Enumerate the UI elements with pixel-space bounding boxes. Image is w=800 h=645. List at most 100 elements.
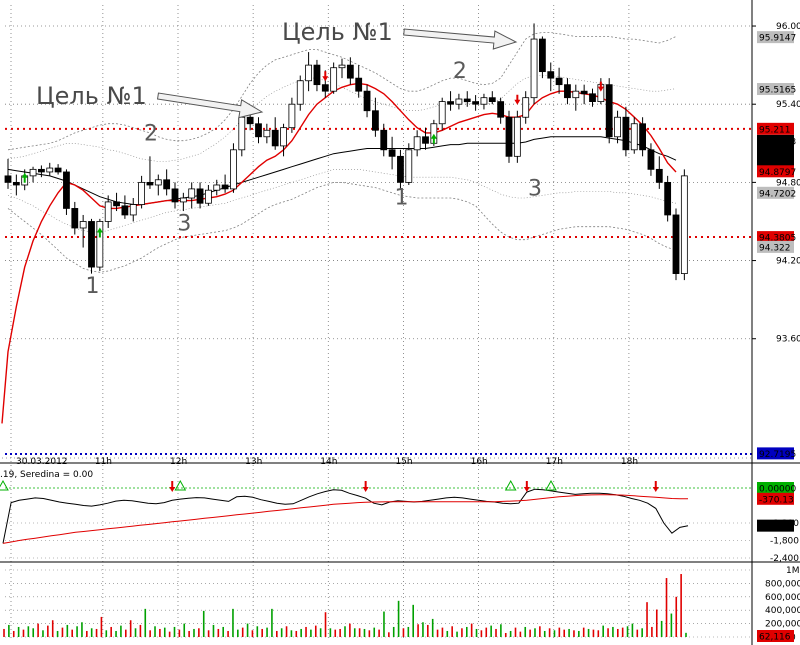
y-tick-label: 93.60: [776, 335, 800, 345]
price-badge: 94.7202: [759, 189, 796, 199]
candle: [46, 162, 54, 176]
candle-body: [255, 123, 262, 138]
price-badge-box: [757, 144, 794, 157]
candle: [522, 91, 530, 124]
candle-body: [422, 136, 429, 144]
candle-body: [79, 221, 87, 229]
candle-body: [154, 179, 162, 186]
candle: [29, 166, 37, 183]
inner-lower-band-line: [7, 169, 677, 233]
candle: [163, 169, 171, 196]
candle: [614, 110, 621, 144]
volume-tick-label: 800,000: [765, 579, 800, 589]
price-badge: 94.8797: [759, 168, 796, 178]
candle: [221, 174, 229, 193]
oscillator-black-line: [2, 488, 689, 544]
candle-body: [113, 201, 120, 207]
candle: [539, 36, 546, 79]
candle-body: [238, 116, 246, 151]
candle: [146, 156, 154, 189]
candle: [196, 182, 204, 209]
buy-signal-arrow: [96, 227, 103, 238]
wave-count-label: 3: [177, 212, 191, 237]
candle-body: [104, 201, 112, 222]
price-badge: 94.3805: [759, 234, 796, 244]
candle-body: [564, 84, 571, 99]
candle: [547, 62, 555, 92]
candle-body: [63, 171, 70, 209]
price-badge: 95.211: [759, 125, 791, 135]
candle: [271, 117, 279, 150]
candle-body: [672, 214, 680, 274]
candle: [664, 175, 672, 222]
y-tick-label: 94.80: [776, 178, 800, 188]
volume-tick-label: 600,000: [765, 593, 800, 603]
candle: [380, 123, 388, 157]
candle-body: [655, 168, 663, 183]
candle-body: [138, 181, 146, 205]
sell-signal-arrow: [322, 71, 329, 82]
candle: [455, 93, 463, 110]
price-badge: 94.322: [759, 243, 791, 253]
fast-moving-average-line: [1, 82, 677, 424]
candle-body: [12, 181, 20, 186]
candle-body: [121, 205, 129, 216]
target-annotation: Цель №1: [282, 18, 393, 46]
candle-body: [539, 38, 546, 73]
candle-body: [522, 97, 530, 118]
candle: [397, 149, 404, 189]
candle-body: [71, 208, 79, 229]
wave-count-label: 3: [528, 176, 542, 201]
candle-body: [580, 90, 588, 95]
x-tick-label: 11h: [95, 457, 112, 467]
candle: [129, 198, 137, 222]
candle-body: [363, 90, 371, 112]
candle-body: [346, 64, 354, 79]
candle-body: [355, 77, 363, 92]
candle-body: [630, 123, 638, 151]
x-tick-label: 15h: [395, 457, 412, 467]
candle-body: [455, 98, 463, 105]
candle-body: [288, 103, 296, 129]
candle: [589, 88, 596, 107]
candle: [71, 201, 79, 235]
x-tick-label: 13h: [245, 457, 262, 467]
x-tick-label: 18h: [621, 457, 638, 467]
wave-count-label: 2: [453, 59, 467, 84]
annotations: Цель №1 Цель №1 1 2 3 1 2 3: [36, 18, 542, 299]
candle-body: [204, 189, 212, 204]
candle-body: [46, 167, 54, 173]
price-badges: 95.914795.516595.21195.118394.9794.9794.…: [757, 31, 796, 643]
target-annotation: Цель №1: [36, 82, 147, 110]
candle-body: [605, 84, 613, 138]
candle-body: [463, 98, 471, 103]
candle: [630, 117, 638, 154]
price-badge-box: [757, 231, 794, 244]
candle: [104, 195, 112, 228]
candle-body: [397, 155, 404, 183]
candle-body: [171, 188, 179, 203]
candle: [79, 214, 87, 248]
candle: [513, 110, 521, 163]
price-badge: 94.97: [759, 157, 785, 167]
candle: [422, 127, 429, 150]
candle-body: [513, 116, 521, 157]
candle: [655, 156, 663, 189]
candle: [672, 208, 680, 281]
candle-body: [280, 127, 287, 147]
candle: [305, 52, 313, 92]
candle: [38, 165, 45, 178]
annotation-arrow: [156, 92, 264, 119]
candle-body: [54, 167, 62, 173]
candle-body: [480, 97, 488, 105]
candle-body: [547, 71, 555, 79]
candle-body: [555, 77, 563, 86]
oscillator-badge: -370.13: [759, 495, 794, 505]
candle-body: [622, 116, 630, 151]
candle: [505, 110, 513, 163]
candle-body: [321, 84, 329, 92]
candle: [96, 218, 104, 271]
candle-body: [413, 136, 421, 151]
